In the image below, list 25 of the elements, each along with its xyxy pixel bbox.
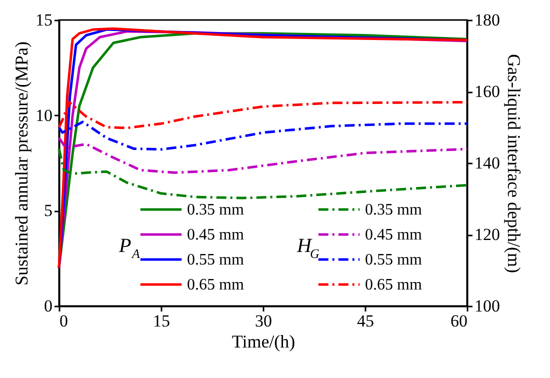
x-tick-label: 0	[60, 312, 68, 330]
y2-axis-title: Gas-liquid interface depth/(m)	[504, 54, 524, 273]
legend-label: 0.65 mm	[187, 276, 244, 294]
y2-tick-label: 160	[474, 82, 500, 101]
legend-label: 0.45 mm	[187, 226, 244, 244]
legend-label: 0.45 mm	[365, 226, 422, 244]
y2-tick-label: 180	[474, 10, 500, 30]
y2-tick-label: 140	[474, 154, 500, 172]
x-axis-title: Time/(h)	[232, 332, 296, 352]
x-tick-label: 30	[255, 312, 272, 330]
y2-tick-label: 100	[474, 296, 500, 316]
y-tick-label: 15	[36, 10, 52, 30]
x-tick-label: 45	[357, 312, 374, 330]
x-tick-label: 15	[153, 312, 170, 330]
y-axis-title: Sustained annular pressure/(MPa)	[12, 42, 32, 286]
y-tick-label: 5	[44, 201, 52, 220]
legend-label: 0.35 mm	[187, 202, 244, 218]
y-tick-label: 0	[44, 296, 52, 316]
legend-label: 0.55 mm	[365, 252, 422, 268]
legend-label: 0.35 mm	[365, 202, 422, 218]
legend-label: 0.55 mm	[187, 252, 244, 268]
y2-tick-label: 120	[474, 225, 500, 244]
legend-label: 0.65 mm	[365, 276, 422, 294]
y-tick-label: 10	[36, 106, 52, 125]
x-tick-label: 60	[450, 312, 468, 330]
